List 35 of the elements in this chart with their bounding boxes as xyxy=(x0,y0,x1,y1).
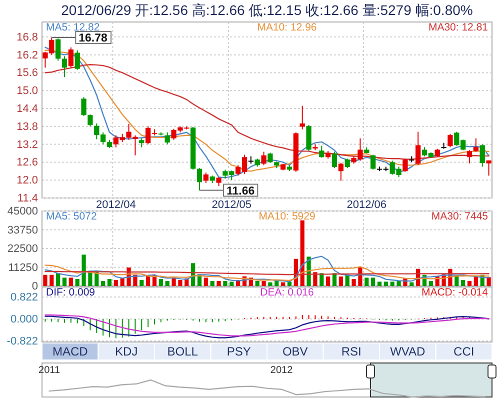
x-tick-label: 2012 xyxy=(270,365,294,376)
annotation: 11.66 xyxy=(226,185,255,198)
y-tick-label: 22500 xyxy=(7,243,38,256)
y-tick-label: 0 xyxy=(32,280,38,293)
y-tick-label: 13.2 xyxy=(16,138,38,151)
y-tick-label: 0.000 xyxy=(10,314,38,326)
x-tick-label: 2012/06 xyxy=(346,198,387,211)
y-tick-label: 15.0 xyxy=(16,85,38,98)
text: DEA: 0.016 xyxy=(260,286,314,298)
annotation: 16.78 xyxy=(78,32,108,45)
y-tick-label: 0.822 xyxy=(10,292,38,304)
text: MA5: 5072 xyxy=(46,210,97,222)
series-label: DIF: 0.009 xyxy=(46,286,96,298)
y-tick-label: 11250 xyxy=(8,262,38,274)
y-tick-label: 33750 xyxy=(7,224,38,236)
text: MA10: 12.96 xyxy=(257,22,317,34)
chart-title: 2012/06/29 开:12.56 高:12.66 低:12.15 收:12.66 量:5279 幅:0.80% xyxy=(61,2,473,18)
text: MA30: 7445 xyxy=(431,210,488,222)
y-tick-label: 45000 xyxy=(7,206,38,218)
text: MA30: 12.81 xyxy=(428,22,488,34)
y-tick-label: -0.822 xyxy=(6,336,38,348)
y-tick-label: 16.8 xyxy=(16,31,38,44)
y-tick-label: 16.2 xyxy=(16,49,38,62)
y-tick-label: 12.6 xyxy=(16,156,38,169)
y-tick-label: 15.6 xyxy=(16,67,38,80)
y-tick-label: 11.4 xyxy=(17,192,38,205)
series-label: MACD: -0.014 xyxy=(421,286,488,298)
x-tick-label: 2012/05 xyxy=(212,198,252,211)
text: MA10: 5929 xyxy=(258,210,316,222)
y-tick-label: 14.4 xyxy=(16,103,38,116)
x-tick-label: 2011 xyxy=(38,365,60,376)
y-tick-label: 12.0 xyxy=(16,174,38,187)
y-tick-label: 13.8 xyxy=(16,120,38,133)
series-label: MA5: 12.82 xyxy=(46,22,100,34)
x-tick-label: 2012/04 xyxy=(96,198,136,211)
